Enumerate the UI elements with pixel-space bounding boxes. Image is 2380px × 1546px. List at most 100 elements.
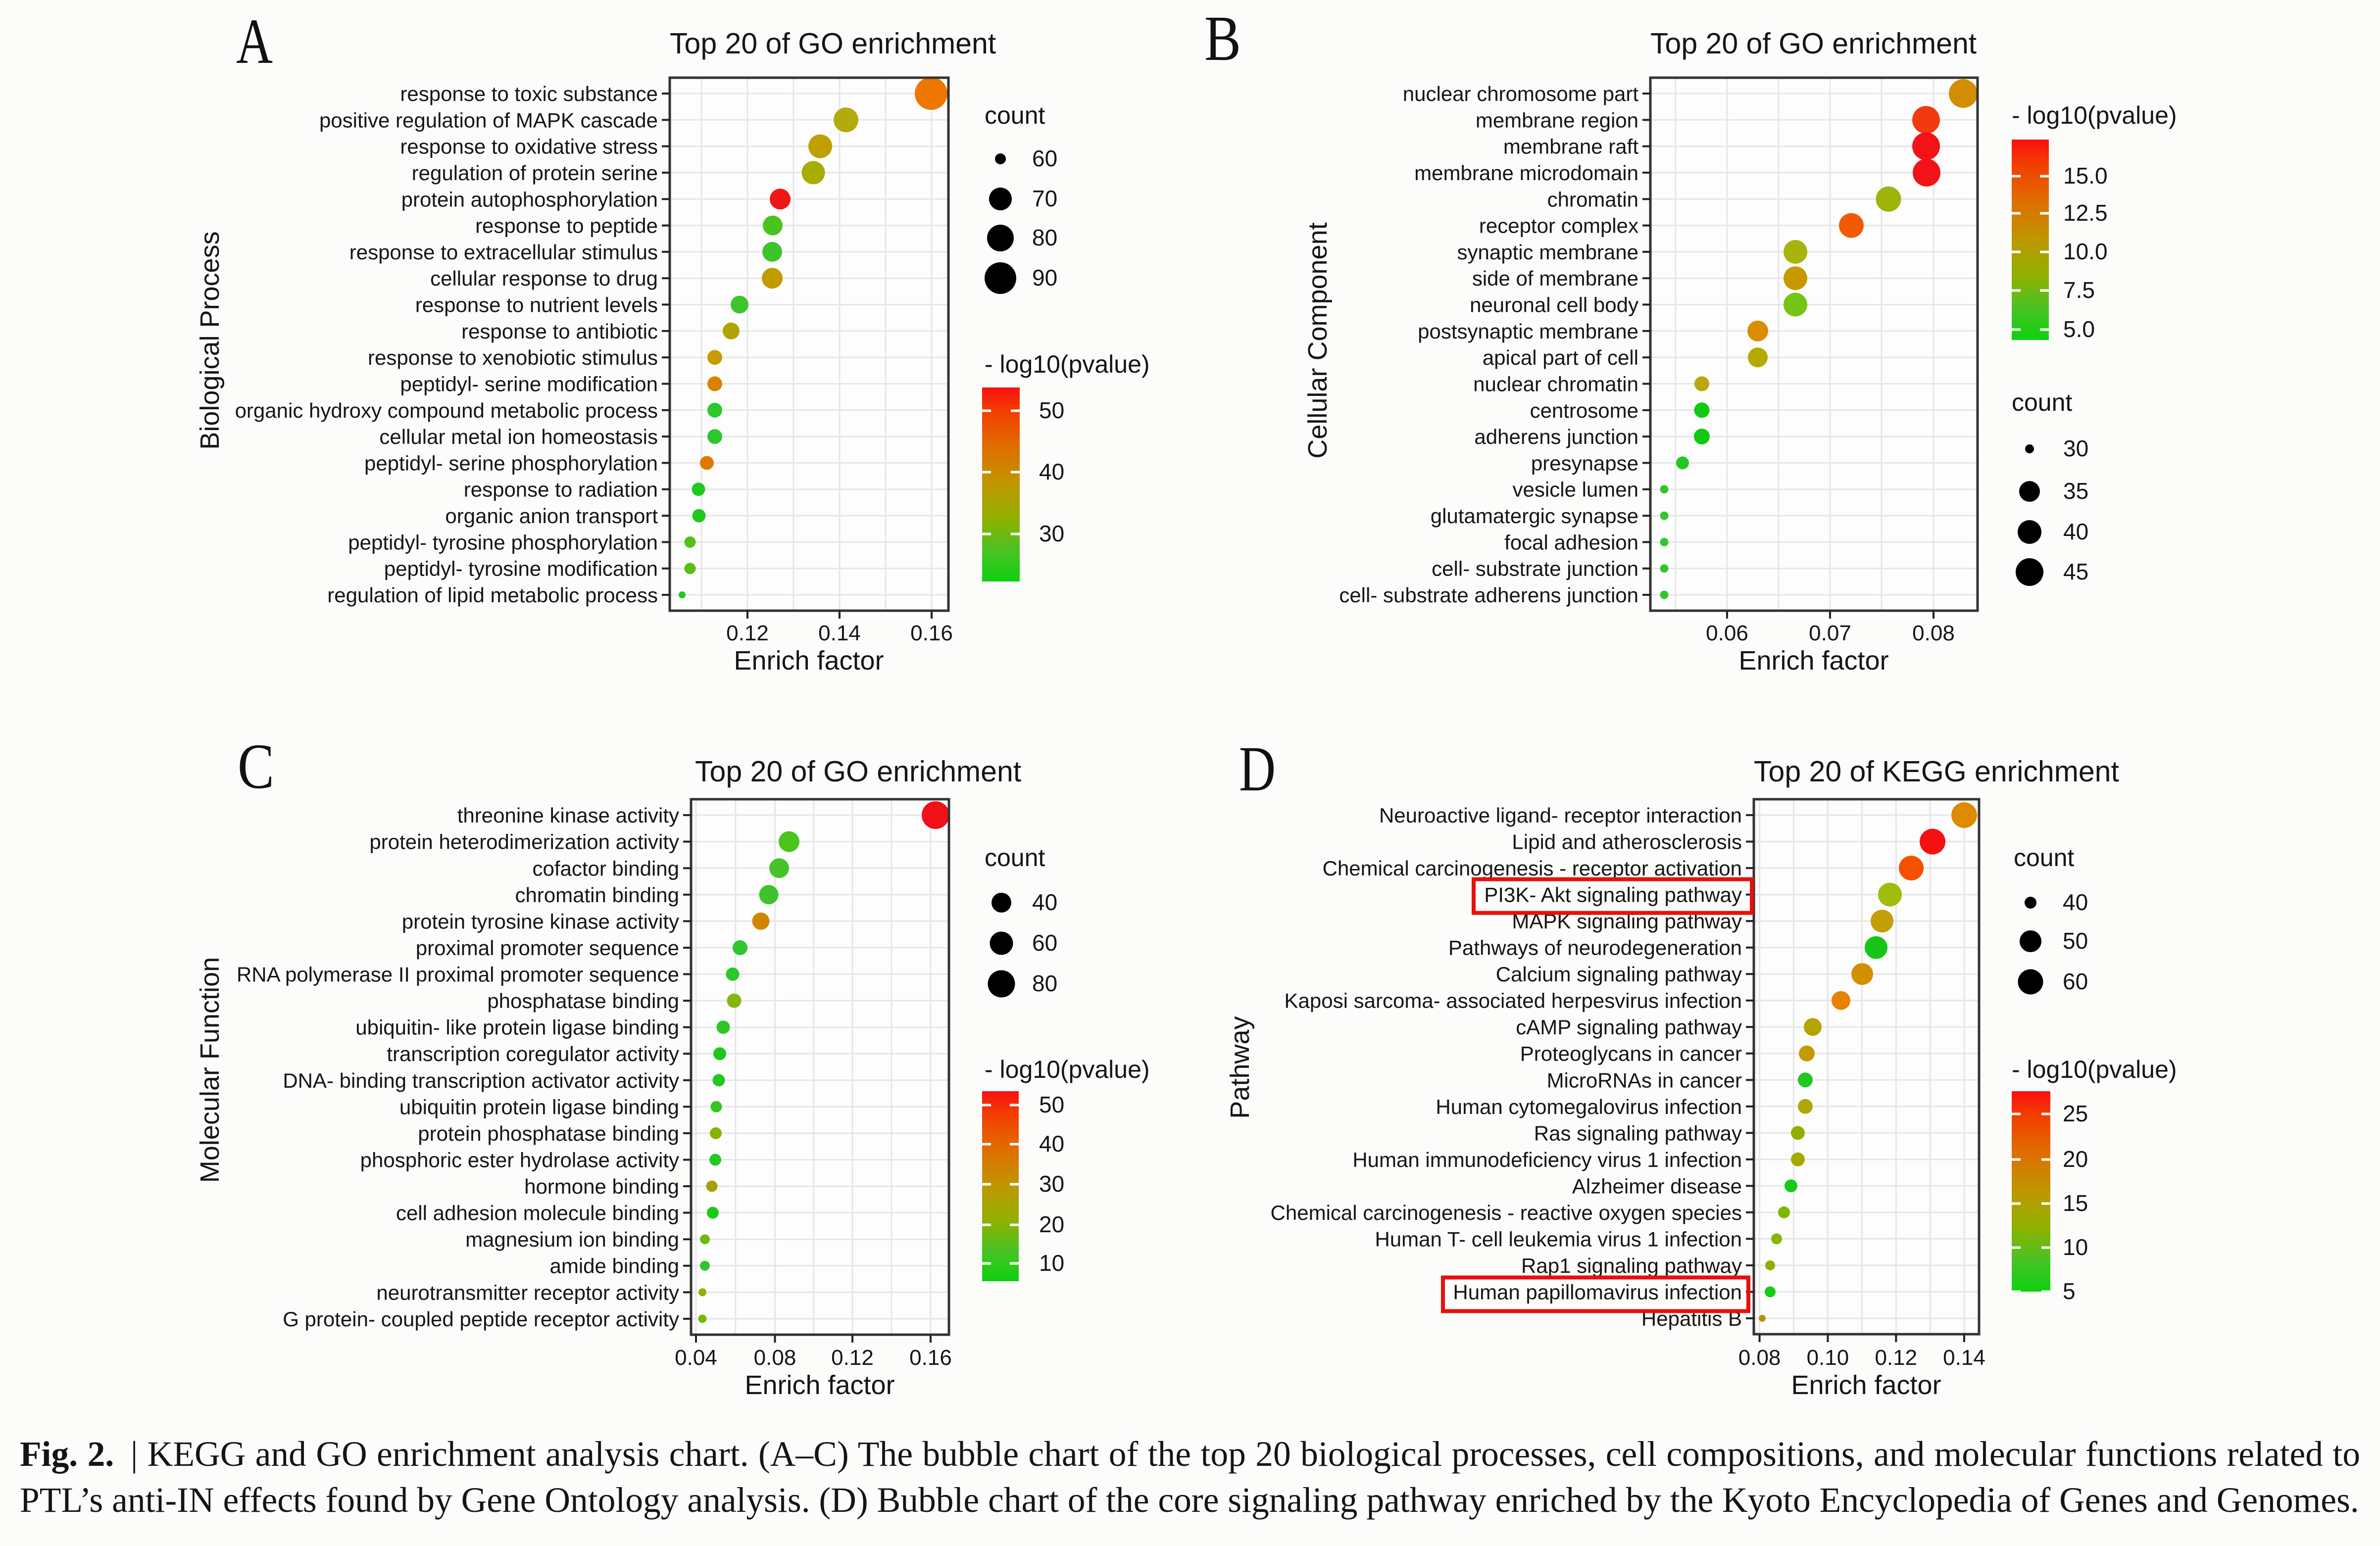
svg-text:Top 20 of KEGG enrichment: Top 20 of KEGG enrichment	[1754, 755, 2119, 788]
svg-text:response to nutrient levels: response to nutrient levels	[415, 293, 658, 317]
svg-text:peptidyl- serine phosphorylati: peptidyl- serine phosphorylation	[364, 451, 658, 475]
svg-text:RNA polymerase II proximal pro: RNA polymerase II proximal promoter sequ…	[237, 963, 679, 986]
svg-text:response to oxidative stress: response to oxidative stress	[400, 135, 658, 158]
svg-text:protein tyrosine kinase activi: protein tyrosine kinase activity	[402, 910, 679, 933]
svg-text:0.08: 0.08	[1738, 1346, 1781, 1370]
svg-text:Top 20 of GO enrichment: Top 20 of GO enrichment	[670, 27, 996, 60]
svg-text:magnesium ion binding: magnesium ion binding	[465, 1228, 679, 1251]
svg-text:Human papillomavirus infection: Human papillomavirus infection	[1453, 1280, 1742, 1304]
svg-text:response to antibiotic: response to antibiotic	[461, 320, 658, 343]
svg-text:ubiquitin protein ligase bindi: ubiquitin protein ligase binding	[399, 1095, 679, 1118]
svg-text:positive regulation of MAPK ca: positive regulation of MAPK cascade	[319, 108, 658, 132]
svg-text:Cellular Component: Cellular Component	[1303, 222, 1333, 458]
svg-text:5.0: 5.0	[2063, 316, 2095, 342]
svg-text:response to extracellular stim: response to extracellular stimulus	[349, 241, 658, 264]
svg-text:20: 20	[1039, 1211, 1064, 1237]
svg-text:50: 50	[1039, 397, 1064, 423]
svg-text:40: 40	[2063, 889, 2088, 915]
svg-text:Calcium signaling pathway: Calcium signaling pathway	[1496, 963, 1742, 986]
svg-text:60: 60	[1032, 930, 1057, 956]
svg-text:PI3K- Akt signaling pathway: PI3K- Akt signaling pathway	[1484, 883, 1742, 907]
svg-text:B: B	[1204, 3, 1241, 74]
svg-text:40: 40	[1039, 459, 1064, 484]
svg-text:cell- substrate junction: cell- substrate junction	[1432, 557, 1638, 580]
svg-text:hormone binding: hormone binding	[524, 1175, 679, 1198]
svg-text:A: A	[236, 6, 273, 77]
svg-text:count: count	[2014, 844, 2074, 871]
svg-text:0.14: 0.14	[818, 621, 861, 645]
svg-text:synaptic membrane: synaptic membrane	[1457, 241, 1639, 264]
svg-text:- log10(pvalue): - log10(pvalue)	[985, 1056, 1150, 1083]
svg-text:apical part of cell: apical part of cell	[1483, 346, 1638, 369]
svg-text:0.14: 0.14	[1943, 1346, 1985, 1370]
svg-text:cellular metal ion homeostasis: cellular metal ion homeostasis	[379, 425, 658, 448]
svg-text:membrane region: membrane region	[1476, 108, 1638, 132]
svg-text:threonine kinase activity: threonine kinase activity	[457, 804, 679, 827]
svg-text:30: 30	[1039, 521, 1064, 546]
svg-text:12.5: 12.5	[2063, 200, 2108, 226]
svg-text:0.16: 0.16	[909, 1346, 952, 1370]
svg-text:50: 50	[1039, 1092, 1064, 1117]
svg-text:15.0: 15.0	[2063, 163, 2108, 189]
svg-text:Neuroactive ligand- receptor i: Neuroactive ligand- receptor interaction	[1379, 804, 1742, 827]
svg-text:vesicle lumen: vesicle lumen	[1513, 478, 1638, 501]
svg-text:MicroRNAs in cancer: MicroRNAs in cancer	[1547, 1068, 1742, 1092]
svg-text:receptor complex: receptor complex	[1479, 214, 1638, 238]
svg-text:regulation of protein serine: regulation of protein serine	[412, 161, 658, 185]
svg-text:peptidyl- tyrosine modificatio: peptidyl- tyrosine modification	[384, 557, 658, 580]
svg-text:centrosome: centrosome	[1530, 399, 1638, 422]
svg-text:phosphatase binding: phosphatase binding	[487, 989, 679, 1013]
svg-text:neuronal cell body: neuronal cell body	[1470, 293, 1638, 317]
svg-text:70: 70	[1032, 186, 1057, 211]
svg-text:Molecular Function: Molecular Function	[195, 957, 225, 1183]
svg-text:Ras signaling pathway: Ras signaling pathway	[1534, 1121, 1742, 1145]
svg-text:Pathway: Pathway	[1225, 1016, 1255, 1118]
svg-text:0.04: 0.04	[675, 1346, 717, 1370]
svg-text:organic anion transport: organic anion transport	[445, 504, 658, 528]
svg-text:80: 80	[1032, 970, 1057, 996]
svg-text:transcription coregulator acti: transcription coregulator activity	[387, 1042, 679, 1065]
svg-text:count: count	[985, 844, 1045, 871]
svg-text:DNA- binding transcription act: DNA- binding transcription activator act…	[283, 1069, 679, 1092]
svg-text:C: C	[238, 731, 274, 802]
svg-text:Human cytomegalovirus infectio: Human cytomegalovirus infection	[1436, 1095, 1742, 1118]
svg-text:35: 35	[2063, 478, 2088, 504]
svg-text:Enrich factor: Enrich factor	[1791, 1370, 1941, 1400]
svg-text:cAMP signaling pathway: cAMP signaling pathway	[1516, 1015, 1742, 1039]
svg-text:- log10(pvalue): - log10(pvalue)	[2012, 1056, 2177, 1083]
svg-text:60: 60	[2063, 968, 2088, 994]
svg-text:0.12: 0.12	[831, 1346, 874, 1370]
svg-text:response to xenobiotic stimulu: response to xenobiotic stimulus	[368, 346, 658, 369]
svg-text:Top 20 of GO enrichment: Top 20 of GO enrichment	[695, 755, 1021, 788]
svg-text:0.10: 0.10	[1807, 1346, 1849, 1370]
svg-text:phosphoric ester hydrolase act: phosphoric ester hydrolase activity	[360, 1149, 679, 1172]
svg-text:Alzheimer disease: Alzheimer disease	[1572, 1174, 1742, 1198]
svg-text:Proteoglycans in cancer: Proteoglycans in cancer	[1520, 1042, 1742, 1065]
svg-text:D: D	[1239, 733, 1276, 805]
svg-text:cofactor binding: cofactor binding	[532, 857, 679, 880]
svg-text:- log10(pvalue): - log10(pvalue)	[2012, 101, 2177, 129]
svg-text:adherens junction: adherens junction	[1474, 425, 1638, 448]
svg-text:0.16: 0.16	[910, 621, 953, 645]
svg-text:0.12: 0.12	[1875, 1346, 1917, 1370]
svg-text:side of membrane: side of membrane	[1472, 267, 1638, 290]
svg-text:Biological Process: Biological Process	[195, 231, 225, 449]
svg-text:chromatin: chromatin	[1547, 188, 1638, 211]
svg-text:Lipid and atherosclerosis: Lipid and atherosclerosis	[1512, 830, 1742, 854]
svg-text:10.0: 10.0	[2063, 239, 2108, 264]
svg-text:focal adhesion: focal adhesion	[1504, 531, 1638, 554]
svg-text:- log10(pvalue): - log10(pvalue)	[985, 350, 1150, 378]
svg-text:Top 20 of GO enrichment: Top 20 of GO enrichment	[1650, 27, 1977, 60]
svg-text:proximal promoter sequence: proximal promoter sequence	[416, 936, 679, 960]
svg-text:peptidyl- serine modification: peptidyl- serine modification	[400, 373, 658, 396]
svg-text:0.06: 0.06	[1706, 621, 1748, 645]
svg-text:10: 10	[1039, 1250, 1064, 1276]
svg-text:organic hydroxy compound metab: organic hydroxy compound metabolic proce…	[235, 399, 658, 422]
svg-text:cellular response to drug: cellular response to drug	[430, 267, 658, 290]
svg-text:30: 30	[1039, 1171, 1064, 1197]
svg-text:protein autophosphorylation: protein autophosphorylation	[401, 188, 658, 211]
svg-text:neurotransmitter receptor acti: neurotransmitter receptor activity	[376, 1281, 679, 1304]
svg-text:Enrich factor: Enrich factor	[744, 1370, 894, 1400]
svg-text:glutamatergic synapse: glutamatergic synapse	[1431, 504, 1638, 528]
svg-text:0.08: 0.08	[1912, 621, 1955, 645]
